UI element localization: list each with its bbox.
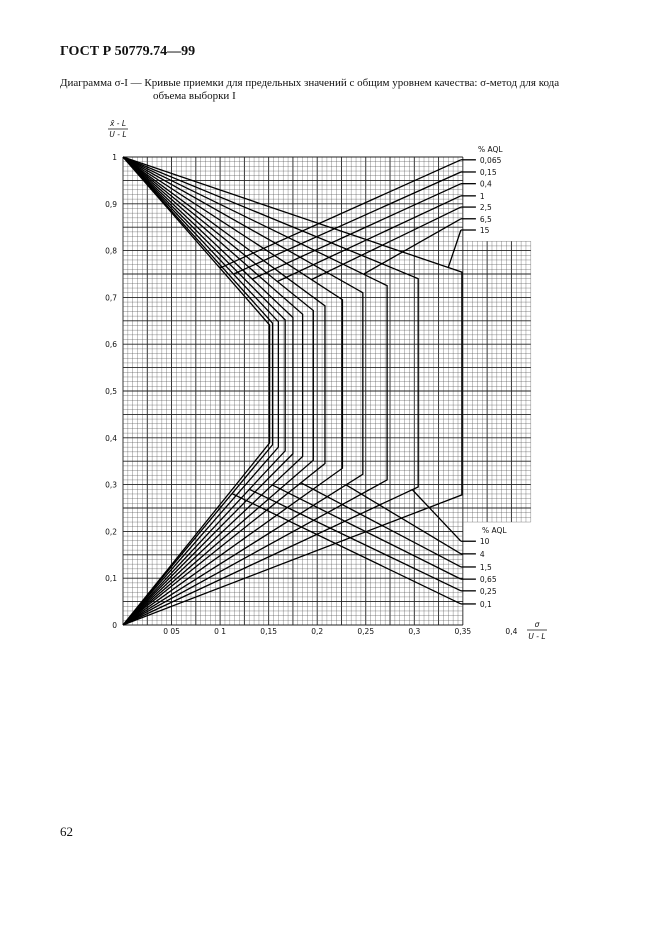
acceptance-curve-10 — [122, 156, 419, 626]
aql-label: 2,5 — [480, 203, 492, 212]
y-axis-title: x̄ - L U - L — [108, 119, 128, 139]
x-tick-label: 0 05 — [163, 627, 180, 636]
label-leader-line — [233, 171, 462, 275]
label-leader-line — [311, 206, 462, 281]
upper-legend-title: % AQL — [478, 145, 503, 154]
y-tick-label: 0,5 — [105, 387, 117, 396]
y-tick-label: 0,1 — [105, 574, 117, 583]
labels: 0,0650,10,150,250,40,6511,52,546,510150 … — [105, 153, 518, 636]
aql-label: 0,15 — [480, 168, 497, 177]
y-tick-label: 1 — [112, 153, 117, 162]
aql-label: 6,5 — [480, 215, 492, 224]
y-tick-label: 0,9 — [105, 200, 117, 209]
acceptance-curve-1 — [122, 156, 314, 626]
label-leader-line — [345, 484, 462, 555]
label-leader-line — [231, 492, 462, 605]
x-tick-label: 0 1 — [214, 627, 226, 636]
x-tick-label: 0,35 — [454, 627, 471, 636]
x-tick-label: 0,4 — [505, 627, 517, 636]
y-axis-title-denominator: U - L — [109, 130, 126, 139]
acceptance-curve-4 — [122, 156, 364, 626]
label-leader-line — [248, 488, 462, 592]
aql-label: 0,65 — [480, 575, 497, 584]
y-tick-label: 0 — [112, 621, 117, 630]
y-tick-label: 0,8 — [105, 247, 117, 256]
acceptance-curve-0,25 — [122, 156, 286, 626]
x-tick-label: 0,2 — [311, 627, 323, 636]
x-tick-label: 0,3 — [408, 627, 420, 636]
acceptance-curve-0,065 — [122, 156, 271, 626]
aql-label: 10 — [480, 537, 490, 546]
aql-label: 0,25 — [480, 587, 497, 596]
y-tick-label: 0,4 — [105, 434, 117, 443]
label-leader-line — [447, 229, 462, 268]
x-axis-title-denominator: U - L — [528, 632, 545, 641]
acceptance-curve-2,5 — [122, 156, 344, 626]
standard-number: ГОСТ Р 50779.74—99 — [60, 44, 196, 59]
aql-label: 4 — [480, 550, 485, 559]
diagram-caption-continued: объема выборки I — [153, 90, 236, 102]
y-tick-label: 0,3 — [105, 481, 117, 490]
x-tick-label: 0,15 — [260, 627, 277, 636]
label-leader-line — [219, 159, 462, 269]
y-tick-label: 0,2 — [105, 527, 117, 536]
aql-label: 0,065 — [480, 156, 502, 165]
y-tick-label: 0,6 — [105, 340, 117, 349]
x-axis-title: σ U - L — [527, 620, 547, 641]
x-axis-title-numerator: σ — [535, 620, 540, 629]
acceptance-curve-0,4 — [122, 156, 294, 626]
label-leader-line — [363, 218, 462, 275]
acceptance-curve-6,5 — [122, 156, 388, 626]
label-leader-line — [277, 195, 462, 283]
y-tick-label: 0,7 — [105, 293, 117, 302]
y-axis-title-numerator: x̄ - L — [109, 119, 126, 128]
acceptance-curve-0,1 — [122, 156, 274, 626]
acceptance-curve-1,5 — [122, 156, 326, 626]
aql-label: 0,1 — [480, 600, 492, 609]
aql-label: 1,5 — [480, 563, 492, 572]
acceptance-curve-0,65 — [122, 156, 304, 626]
aql-label: 0,4 — [480, 180, 492, 189]
acceptance-curve-0,15 — [122, 156, 280, 626]
x-tick-label: 0,25 — [357, 627, 374, 636]
diagram-caption: Диаграмма σ-I — Кривые приемки для преде… — [60, 77, 560, 89]
curves — [122, 156, 476, 626]
label-leader-line — [411, 489, 462, 542]
aql-label: 1 — [480, 192, 485, 201]
acceptance-curve-15 — [122, 156, 463, 626]
page-number: 62 — [60, 824, 73, 839]
lower-legend-title: % AQL — [482, 526, 507, 535]
label-leader-line — [251, 183, 462, 280]
aql-label: 15 — [480, 226, 490, 235]
